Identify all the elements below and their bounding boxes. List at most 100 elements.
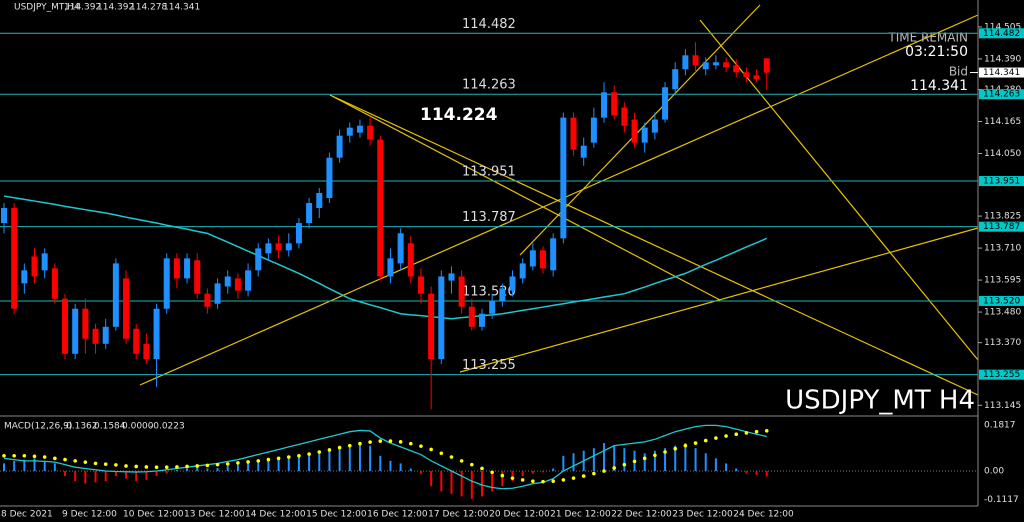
candle-body: [682, 55, 689, 70]
candle-body: [285, 243, 292, 251]
candle-body: [346, 127, 353, 136]
signal-dot: [73, 459, 77, 463]
signal-dot: [398, 440, 403, 444]
watermark: USDJPY_MT H4: [785, 386, 975, 416]
histogram-bar: [399, 463, 402, 472]
candle-body: [712, 62, 719, 66]
candle-body: [21, 270, 28, 284]
signal-dot: [134, 464, 139, 469]
histogram-bar: [114, 471, 117, 477]
level-box-label: 113.787: [983, 222, 1020, 232]
signal-dot: [83, 460, 88, 464]
bid-box-label: 114.341: [983, 68, 1020, 78]
level-label: 113.951: [462, 165, 516, 180]
histogram-bar: [23, 459, 26, 472]
histogram-bar: [613, 445, 616, 472]
signal-dot: [581, 474, 586, 478]
histogram-bar: [419, 471, 422, 474]
candle-body: [550, 238, 557, 271]
signal-dot: [205, 463, 210, 468]
bid-box: [979, 67, 1024, 78]
histogram-bar: [135, 471, 138, 482]
candle-body: [295, 223, 302, 244]
histogram-bar: [755, 471, 758, 475]
histogram-bar: [552, 468, 555, 472]
candle-body: [316, 192, 323, 209]
signal-dot: [317, 450, 322, 454]
signal-dot: [63, 457, 67, 462]
candle-body: [72, 308, 79, 354]
signal-dot: [164, 465, 169, 470]
histogram-bar: [542, 471, 545, 473]
histogram-bar: [257, 460, 260, 472]
histogram-bar: [592, 448, 595, 472]
timer-value: 03:21:50: [905, 44, 968, 60]
candle-body: [173, 258, 180, 279]
signal-dot: [459, 459, 464, 463]
signal-dot: [439, 451, 444, 456]
histogram-bar: [765, 471, 768, 477]
histogram-bar: [145, 471, 148, 480]
signal-dot: [510, 476, 515, 480]
signal-dot: [114, 463, 118, 467]
candle-body: [499, 288, 506, 301]
signal-dot: [490, 470, 494, 475]
candle-body: [692, 55, 699, 66]
candle-body: [306, 203, 313, 224]
signal-dot: [642, 456, 647, 461]
histogram-bar: [745, 471, 748, 474]
histogram-bar: [491, 471, 494, 492]
level-box: [979, 28, 1024, 39]
signal-dot: [754, 429, 759, 434]
y-tick-label: 113.145: [984, 401, 1021, 411]
candle-body: [275, 243, 282, 251]
signal-dot: [347, 443, 352, 448]
histogram-bar: [53, 463, 56, 472]
signal-dot: [561, 478, 566, 482]
chart-header: USDJPY_MT,H4: [14, 3, 80, 13]
candle-body: [336, 135, 343, 158]
level-box: [979, 221, 1024, 232]
x-tick-label: 9 Dec 12:00: [62, 510, 117, 520]
signal-dot: [571, 476, 576, 480]
histogram-bar: [369, 445, 372, 472]
signal-dot: [103, 462, 108, 466]
candle-body: [92, 328, 99, 344]
x-tick-label: 15 Dec 12:00: [306, 510, 367, 520]
histogram-bar: [125, 471, 128, 479]
histogram-bar: [247, 463, 250, 472]
histogram-bar: [74, 471, 77, 482]
candle-body: [326, 157, 333, 199]
signal-dot: [236, 461, 240, 465]
signal-dot: [551, 479, 555, 483]
signal-dot: [12, 453, 16, 458]
y-tick-label: 114.050: [984, 149, 1021, 159]
candle-body: [580, 145, 587, 158]
macd-readout: -0.0223: [150, 422, 185, 432]
macd-readout: 0.1584: [94, 422, 126, 432]
candle-body: [133, 328, 140, 354]
bid-value: 114.341: [910, 78, 968, 94]
candle-body: [458, 276, 465, 307]
signal-dot: [602, 469, 606, 473]
candle-body: [214, 283, 221, 304]
signal-dot: [297, 453, 301, 458]
signal-dot: [703, 438, 708, 443]
candle-body: [255, 248, 262, 271]
histogram-bar: [460, 471, 463, 497]
signal-dot: [286, 455, 291, 459]
candle-body: [143, 343, 150, 360]
level-label: 114.482: [462, 17, 516, 32]
trend-line: [329, 94, 721, 301]
histogram-bar: [389, 460, 392, 472]
histogram-bar: [674, 445, 677, 472]
x-tick-label: 10 Dec 12:00: [123, 510, 184, 520]
candle-body: [590, 117, 597, 143]
x-tick-label: 14 Dec 12:00: [245, 510, 306, 520]
signal-dot: [22, 453, 27, 458]
histogram-bar: [186, 468, 189, 472]
signal-dot: [175, 465, 179, 469]
y-tick-label: 113.370: [984, 338, 1021, 348]
signal-dot: [256, 459, 261, 463]
